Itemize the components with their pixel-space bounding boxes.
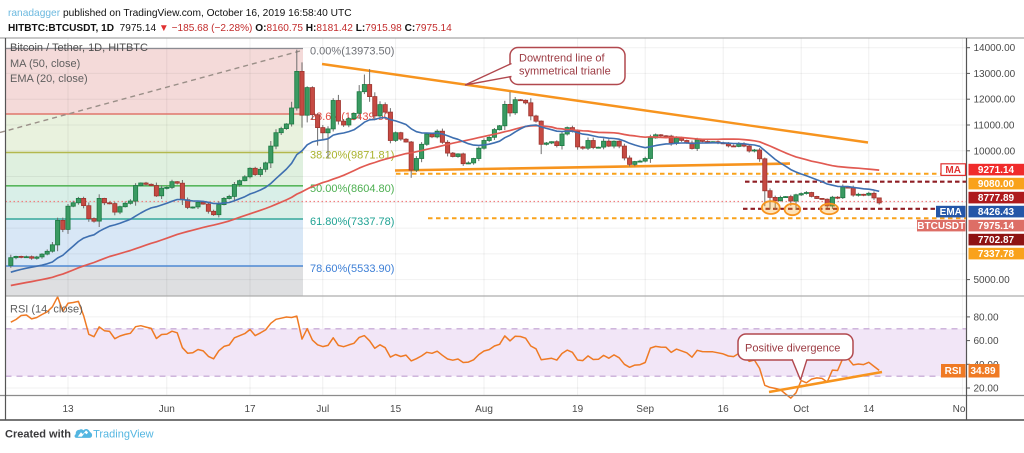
svg-text:17: 17: [244, 404, 256, 415]
svg-text:Aug: Aug: [475, 404, 493, 415]
svg-text:EMA: EMA: [940, 207, 962, 218]
svg-text:15: 15: [390, 404, 402, 415]
svg-text:60.00: 60.00: [974, 336, 999, 347]
svg-text:34.89: 34.89: [970, 366, 995, 377]
svg-text:16: 16: [718, 404, 730, 415]
svg-text:Downtrend line of: Downtrend line of: [519, 53, 606, 65]
svg-text:50.00%(8604.80): 50.00%(8604.80): [310, 183, 394, 195]
svg-text:No: No: [953, 404, 966, 415]
svg-text:20.00: 20.00: [974, 384, 999, 395]
svg-text:10000.00: 10000.00: [974, 146, 1016, 157]
svg-text:8777.89: 8777.89: [978, 193, 1015, 204]
svg-text:13: 13: [62, 404, 74, 415]
svg-text:MA: MA: [945, 165, 961, 176]
svg-text:RSI: RSI: [945, 366, 962, 377]
svg-text:11000.00: 11000.00: [974, 121, 1015, 132]
svg-text:BTCUSDT: BTCUSDT: [917, 221, 965, 232]
svg-text:Sep: Sep: [636, 404, 654, 415]
svg-text:Positive divergence: Positive divergence: [745, 343, 840, 355]
svg-text:Jun: Jun: [159, 404, 175, 415]
svg-text:Jul: Jul: [316, 404, 329, 415]
svg-text:RSI (14, close): RSI (14, close): [10, 304, 83, 316]
svg-text:14: 14: [863, 404, 875, 415]
svg-text:7702.87: 7702.87: [978, 235, 1015, 246]
svg-text:19: 19: [572, 404, 584, 415]
svg-text:9271.14: 9271.14: [978, 165, 1015, 176]
svg-text:0.00%(13973.50): 0.00%(13973.50): [310, 46, 394, 58]
svg-text:61.80%(7337.78): 61.80%(7337.78): [310, 216, 394, 228]
svg-text:5000.00: 5000.00: [974, 275, 1011, 286]
svg-text:symmetrical trianle: symmetrical trianle: [519, 66, 611, 78]
svg-text:7975.14: 7975.14: [978, 221, 1015, 232]
svg-text:Oct: Oct: [793, 404, 809, 415]
svg-text:14000.00: 14000.00: [974, 43, 1016, 54]
svg-text:12000.00: 12000.00: [974, 95, 1016, 106]
svg-text:80.00: 80.00: [974, 312, 999, 323]
svg-text:13000.00: 13000.00: [974, 69, 1016, 80]
svg-text:8426.43: 8426.43: [978, 207, 1015, 218]
svg-text:7337.78: 7337.78: [978, 249, 1015, 260]
svg-text:9080.00: 9080.00: [978, 179, 1015, 190]
svg-text:78.60%(5533.90): 78.60%(5533.90): [310, 263, 394, 275]
